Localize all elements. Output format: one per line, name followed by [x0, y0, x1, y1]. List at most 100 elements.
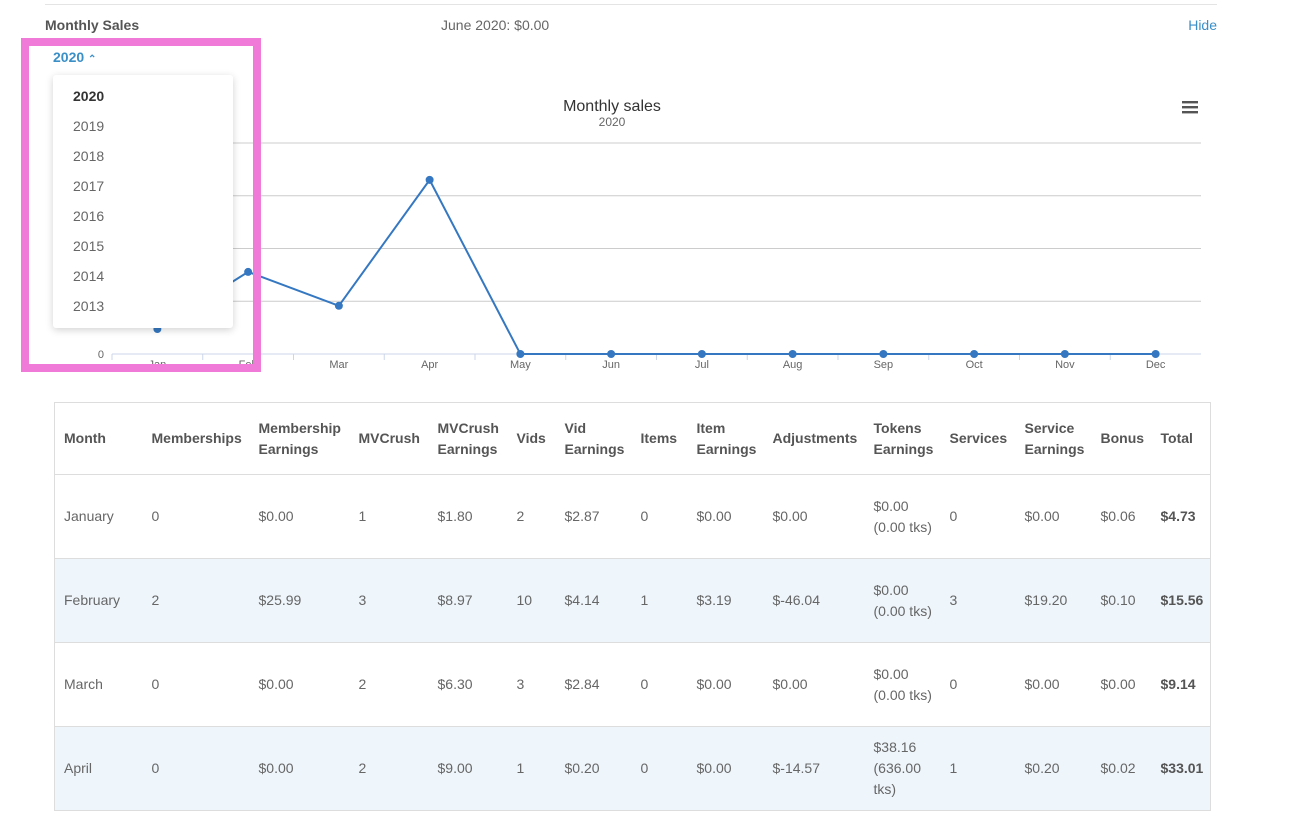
table-cell: $2.84: [555, 642, 632, 727]
menu-icon-bar: [1182, 111, 1198, 114]
table-cell: $9.14: [1151, 642, 1211, 727]
table-cell: $9.00: [428, 726, 508, 811]
data-point: [244, 267, 253, 276]
sales-table: Month Memberships Membership Earnings MVCru…: [54, 402, 1211, 811]
column-header: MVCrush: [349, 402, 429, 475]
table-cell: $0.00: [249, 474, 350, 559]
table-cell: 0: [142, 726, 250, 811]
year-option[interactable]: 2020: [73, 88, 105, 104]
column-header: Vids: [507, 402, 556, 475]
x-tick-label: May: [510, 359, 531, 371]
table-cell: $0.02: [1091, 726, 1152, 811]
year-option[interactable]: 2015: [73, 238, 105, 254]
section-title: Monthly Sales: [45, 17, 140, 33]
table-cell: 0: [142, 474, 250, 559]
table-cell: 3: [349, 558, 429, 643]
table-row: January 0 $0.00 1 $1.80 2 $2.87 0 $0.00 $0.00 $0.0…: [54, 474, 1211, 559]
column-header: Vid Earnings: [555, 402, 632, 475]
table-cell: 1: [940, 726, 1016, 811]
table-row: March 0 $0.00 2 $6.30 3 $2.84 0 $0.00 $0.00 $0.00 …: [54, 642, 1211, 727]
table-cell: $0.20: [555, 726, 632, 811]
menu-icon[interactable]: [1182, 101, 1198, 114]
data-point: [788, 350, 797, 358]
data-point: [879, 350, 888, 358]
divider: [45, 4, 1217, 5]
table-cell: $0.00 (0.00 tks): [864, 474, 941, 559]
table-cell: $15.56: [1151, 558, 1211, 643]
chart-title: Monthly sales: [563, 98, 661, 115]
header-row: Month Memberships Membership Earnings MVCru…: [54, 402, 1211, 475]
current-year: 2020: [53, 49, 85, 65]
table-cell: $3.19: [687, 558, 764, 643]
table-cell: 0: [940, 474, 1016, 559]
table-cell: January: [54, 474, 143, 559]
year-option[interactable]: 2013: [73, 298, 105, 314]
hide-link[interactable]: Hide: [1188, 17, 1217, 33]
year-option[interactable]: 2016: [73, 208, 105, 224]
x-tick-label: Apr: [421, 359, 438, 371]
column-header: Membership Earnings: [249, 402, 350, 475]
table-cell: March: [54, 642, 143, 727]
data-point: [334, 301, 343, 310]
year-option[interactable]: 2017: [73, 178, 105, 194]
caret: ⌃: [88, 54, 97, 65]
year-dropdown[interactable]: 2020 ⌃: [53, 49, 96, 65]
column-header: Items: [631, 402, 688, 475]
column-header: MVCrush Earnings: [428, 402, 508, 475]
table-cell: $0.00: [763, 474, 865, 559]
x-tick-label: Mar: [329, 359, 348, 371]
table-cell: $0.20: [1015, 726, 1092, 811]
table-cell: $0.00: [1015, 642, 1092, 727]
table-cell: 0: [631, 474, 688, 559]
table-cell: 2: [349, 726, 429, 811]
table-cell: $2.87: [555, 474, 632, 559]
x-tick-label: Sep: [874, 359, 894, 371]
table-cell: $4.73: [1151, 474, 1211, 559]
table-row: April 0 $0.00 2 $9.00 1 $0.20 0 $0.00 $-14.57 $38.…: [54, 726, 1211, 811]
data-point: [425, 175, 434, 184]
year-menu: 2020 2019 2018 2017 2016 2015 2014 2013: [53, 75, 233, 328]
column-header: Service Earnings: [1015, 402, 1092, 475]
table-cell: $8.97: [428, 558, 508, 643]
table-cell: $25.99: [249, 558, 350, 643]
table-cell: April: [54, 726, 143, 811]
table-cell: 10: [507, 558, 556, 643]
x-tick-label: Aug: [783, 359, 803, 371]
table-cell: $1.80: [428, 474, 508, 559]
table-cell: 0: [142, 642, 250, 727]
table-cell: $-14.57: [763, 726, 865, 811]
column-header: Adjustments: [763, 402, 865, 475]
data-point: [970, 350, 979, 358]
table-cell: $0.06: [1091, 474, 1152, 559]
data-point: [516, 350, 525, 358]
table-cell: $33.01: [1151, 726, 1211, 811]
column-header: Bonus: [1091, 402, 1152, 475]
table-cell: $0.00: [249, 642, 350, 727]
year-option[interactable]: 2014: [73, 268, 105, 284]
year-option[interactable]: 2019: [73, 118, 105, 134]
table-cell: $0.00: [1015, 474, 1092, 559]
column-header: Services: [940, 402, 1016, 475]
table-cell: 3: [940, 558, 1016, 643]
highlight-box: [21, 38, 261, 372]
x-tick-label: Dec: [1146, 359, 1166, 371]
column-header: Tokens Earnings: [864, 402, 941, 475]
year-option[interactable]: 2018: [73, 148, 105, 164]
series-line: [156, 177, 1156, 355]
table-cell: $0.00: [687, 726, 764, 811]
table-cell: $0.10: [1091, 558, 1152, 643]
table-cell: $19.20: [1015, 558, 1092, 643]
table-cell: February: [54, 558, 143, 643]
column-header: Item Earnings: [687, 402, 764, 475]
table-cell: $0.00: [763, 642, 865, 727]
table-cell: $-46.04: [763, 558, 865, 643]
table-cell: 0: [940, 642, 1016, 727]
table-cell: $4.14: [555, 558, 632, 643]
y-tick-label: 0: [98, 349, 104, 361]
table-cell: 0: [631, 726, 688, 811]
table-cell: 0: [631, 642, 688, 727]
table-cell: $0.00: [687, 474, 764, 559]
summary: June 2020: $0.00: [441, 17, 550, 33]
table-cell: 1: [631, 558, 688, 643]
